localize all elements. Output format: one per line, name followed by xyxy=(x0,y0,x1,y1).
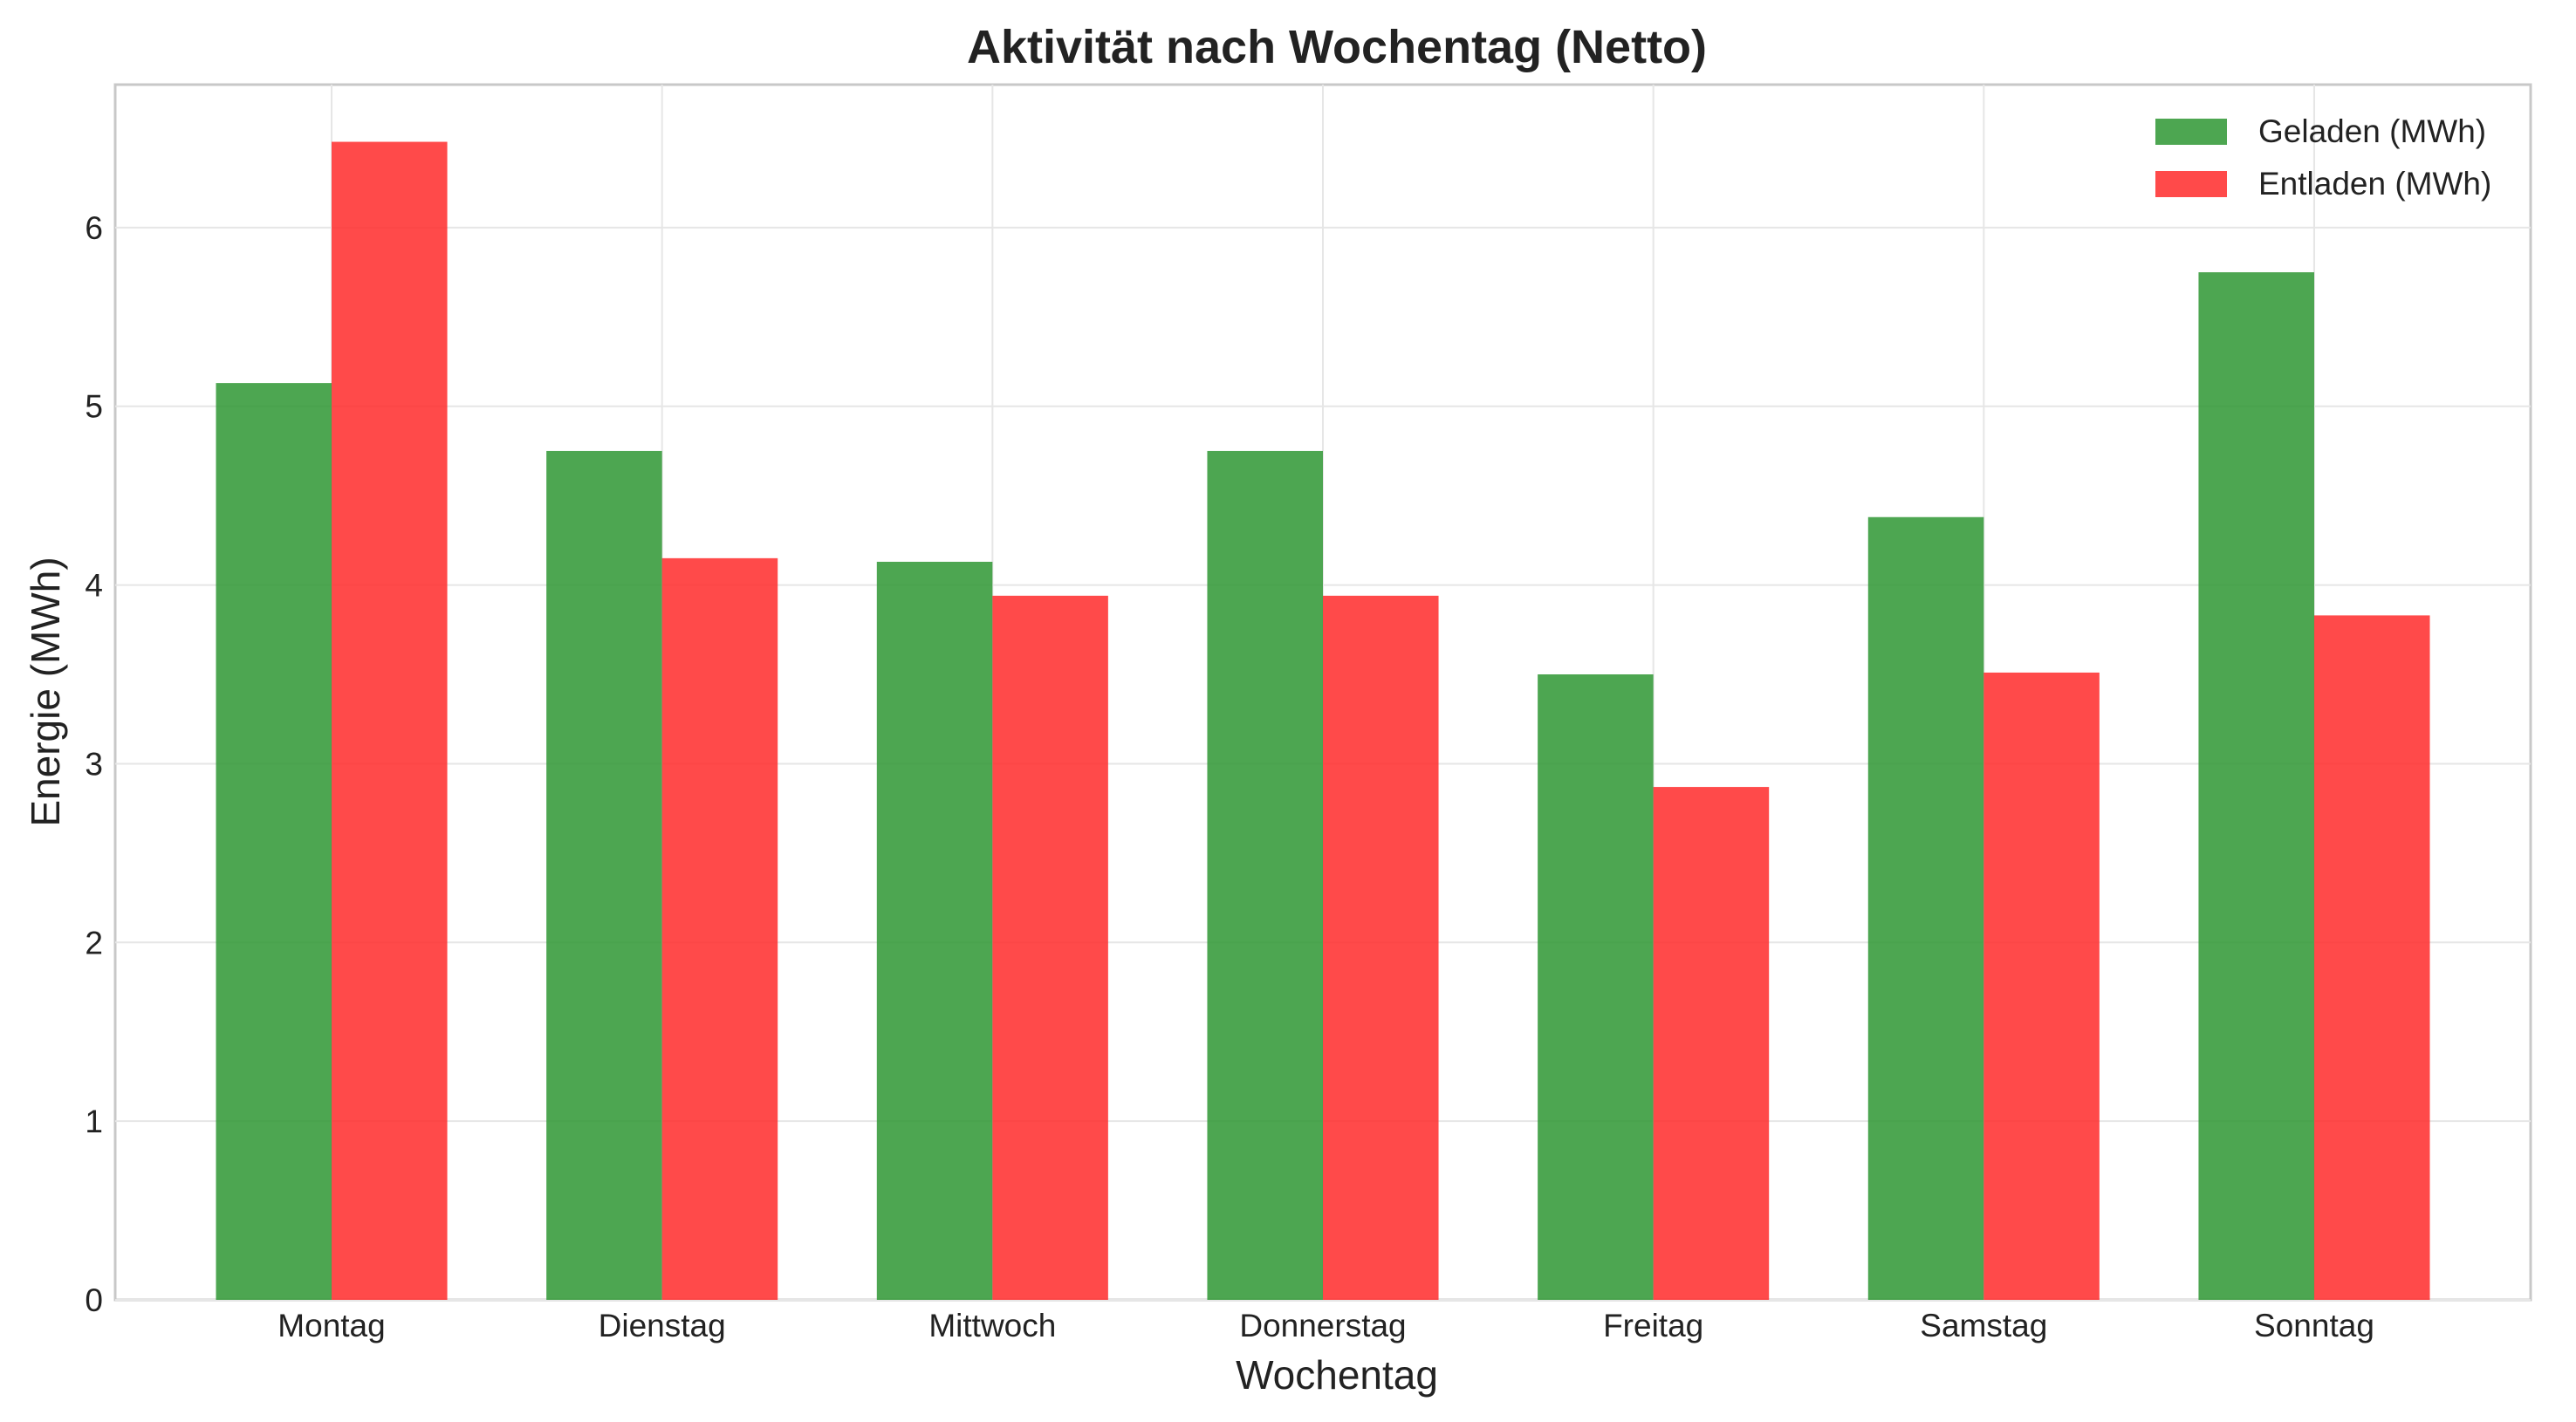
y-tick-label: 4 xyxy=(85,568,103,604)
y-tick-label: 5 xyxy=(85,389,103,425)
bar-entladen-montag xyxy=(332,141,448,1300)
bar-geladen-montag xyxy=(216,383,332,1301)
x-tick-label: Samstag xyxy=(1920,1308,2047,1343)
y-tick-label: 2 xyxy=(85,925,103,961)
y-tick-label: 3 xyxy=(85,746,103,782)
bar-geladen-dienstag xyxy=(546,450,662,1300)
x-tick-label: Donnerstag xyxy=(1239,1308,1406,1343)
x-tick-label: Mittwoch xyxy=(928,1308,1056,1343)
bar-entladen-mittwoch xyxy=(992,595,1108,1300)
y-tick-label: 0 xyxy=(85,1282,103,1318)
bar-geladen-freitag xyxy=(1538,674,1654,1300)
bar-entladen-dienstag xyxy=(661,557,778,1300)
chart-title: Aktivität nach Wochentag (Netto) xyxy=(967,21,1707,73)
bar-entladen-donnerstag xyxy=(1323,595,1439,1300)
bar-geladen-mittwoch xyxy=(876,561,993,1300)
y-tick-label: 6 xyxy=(85,210,103,246)
bar-entladen-samstag xyxy=(1983,672,2100,1300)
x-axis-ticks: Montag Dienstag Mittwoch Donnerstag Freitag S… xyxy=(277,1308,2374,1343)
bar-geladen-donnerstag xyxy=(1207,450,1323,1300)
legend-swatch xyxy=(2155,119,2227,145)
legend-label: Geladen (MWh) xyxy=(2258,113,2486,149)
bars xyxy=(216,141,2430,1301)
x-tick-label: Freitag xyxy=(1603,1308,1703,1343)
y-axis-ticks: 0 1 2 3 4 5 6 xyxy=(85,210,103,1318)
legend-label: Entladen (MWh) xyxy=(2258,166,2491,202)
x-tick-label: Montag xyxy=(277,1308,385,1343)
x-axis-label: Wochentag xyxy=(1236,1352,1438,1398)
legend-swatch xyxy=(2155,171,2227,197)
bar-geladen-sonntag xyxy=(2198,272,2314,1300)
y-tick-label: 1 xyxy=(85,1104,103,1139)
legend: Geladen (MWh) Entladen (MWh) xyxy=(2155,113,2491,202)
bar-entladen-sonntag xyxy=(2313,615,2430,1300)
bar-geladen-samstag xyxy=(1867,516,1984,1300)
x-tick-label: Sonntag xyxy=(2254,1308,2374,1343)
bar-entladen-freitag xyxy=(1653,787,1770,1300)
x-tick-label: Dienstag xyxy=(599,1308,726,1343)
y-axis-label: Energie (MWh) xyxy=(23,557,68,826)
